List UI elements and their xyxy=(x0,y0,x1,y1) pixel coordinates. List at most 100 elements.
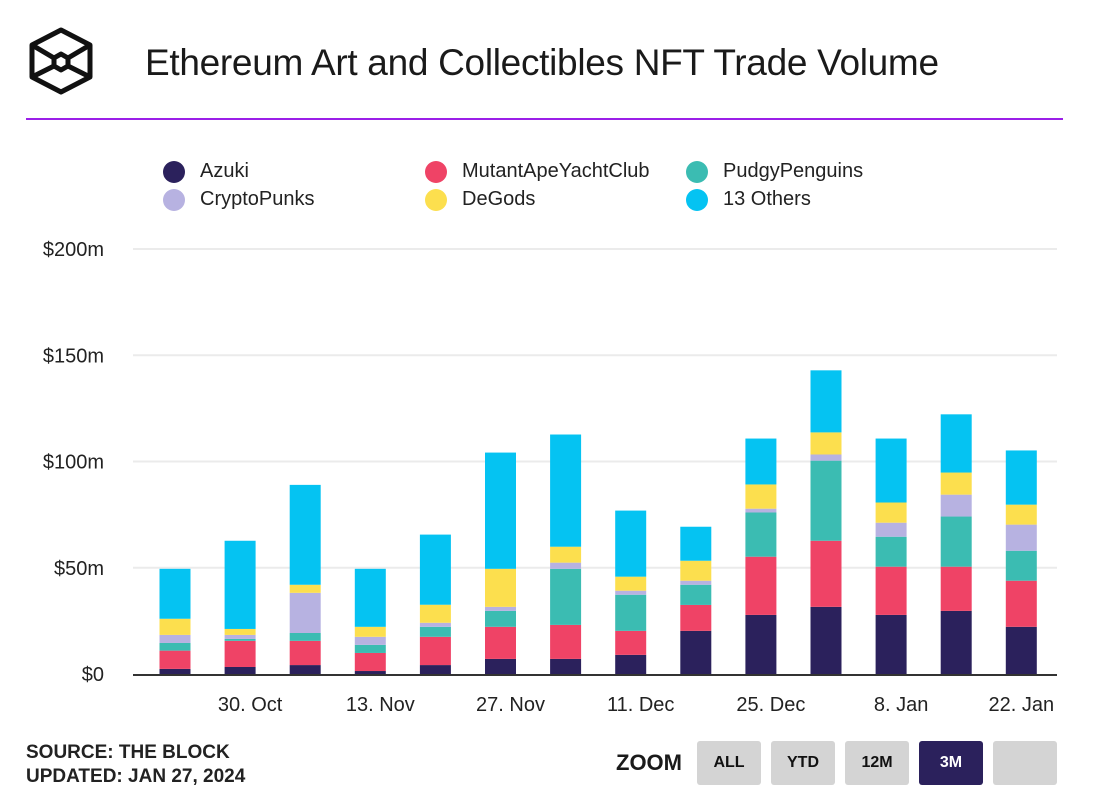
bar-segment-azuki xyxy=(224,666,256,674)
chart-legend: Azuki CryptoPunks MutantApeYachtClub DeGods… xyxy=(163,160,1063,220)
bar-segment-13-others xyxy=(615,510,647,577)
bar-segment-13-others xyxy=(680,526,712,561)
legend-label: 13 Others xyxy=(723,188,811,210)
bar-segment-cryptopunks xyxy=(354,636,386,645)
bar-segment-mutantapeyachtclub xyxy=(1005,580,1037,627)
bar-segment-azuki xyxy=(419,665,451,674)
bar-segment-degods xyxy=(810,432,842,455)
bar-segment-pudgypenguins xyxy=(615,594,647,631)
bar-segment-13-others xyxy=(875,438,907,503)
y-tick-label: $0 xyxy=(82,664,104,686)
bar-segment-cryptopunks xyxy=(550,562,582,569)
legend-item[interactable]: 13 Others xyxy=(686,188,811,211)
bar-segment-pudgypenguins xyxy=(354,644,386,653)
bar-segment-degods xyxy=(550,546,582,563)
legend-swatch-icon xyxy=(163,188,185,211)
bar-segment-13-others xyxy=(940,414,972,473)
bar-segment-mutantapeyachtclub xyxy=(940,566,972,611)
bar-segment-mutantapeyachtclub xyxy=(810,540,842,607)
legend-label: DeGods xyxy=(462,188,536,210)
bar-segment-cryptopunks xyxy=(419,622,451,627)
zoom-ytd-button[interactable]: YTD xyxy=(771,741,835,785)
bar-segment-degods xyxy=(354,626,386,637)
zoom-all-button[interactable]: ALL xyxy=(697,741,761,785)
bar-segment-mutantapeyachtclub xyxy=(615,630,647,655)
bar-segment-azuki xyxy=(745,614,777,674)
legend-swatch-icon xyxy=(686,188,708,211)
bar-segment-13-others xyxy=(159,568,191,619)
legend-swatch-icon xyxy=(425,160,447,183)
bar-segment-mutantapeyachtclub xyxy=(550,624,582,659)
bar-segment-cryptopunks xyxy=(745,508,777,513)
bar-segment-pudgypenguins xyxy=(940,516,972,567)
source-text: SOURCE: THE BLOCK xyxy=(26,742,230,763)
bar-segment-degods xyxy=(745,484,777,509)
bar-segment-13-others xyxy=(419,534,451,605)
x-tick-label: 22. Jan xyxy=(988,694,1054,716)
bar-segment-mutantapeyachtclub xyxy=(875,566,907,615)
legend-label: PudgyPenguins xyxy=(723,160,864,182)
source-note: SOURCE: THE BLOCK UPDATED: JAN 27, 2024 xyxy=(26,741,245,789)
bar-segment-azuki xyxy=(289,665,321,674)
bar-segment-degods xyxy=(224,628,256,635)
x-tick-label: 30. Oct xyxy=(218,694,283,716)
legend-item[interactable]: PudgyPenguins xyxy=(686,160,863,183)
bar-segment-13-others xyxy=(289,484,321,585)
bar-segment-azuki xyxy=(1005,626,1037,674)
legend-item[interactable]: Azuki xyxy=(163,160,249,183)
bar-segment-azuki xyxy=(615,654,647,674)
bar-segment-pudgypenguins xyxy=(289,632,321,641)
zoom-custom-button[interactable] xyxy=(993,741,1057,785)
bar-segment-azuki xyxy=(159,668,191,674)
bar-segment-degods xyxy=(940,472,972,495)
x-tick-label: 13. Nov xyxy=(346,694,415,716)
legend-swatch-icon xyxy=(425,188,447,211)
bar-segment-pudgypenguins xyxy=(1005,550,1037,581)
bar-segment-pudgypenguins xyxy=(419,626,451,637)
bar-segment-13-others xyxy=(485,452,516,569)
bar-segment-degods xyxy=(615,576,647,591)
x-tick-label: 8. Jan xyxy=(874,694,928,716)
bar-segment-cryptopunks xyxy=(615,590,647,595)
bar-segment-azuki xyxy=(354,671,386,674)
legend-item[interactable]: CryptoPunks xyxy=(163,188,315,211)
legend-item[interactable]: DeGods xyxy=(425,188,535,211)
y-tick-label: $100m xyxy=(43,452,104,474)
bar-segment-13-others xyxy=(354,568,386,627)
bar-segment-mutantapeyachtclub xyxy=(419,636,451,666)
bar-segment-cryptopunks xyxy=(289,592,321,633)
zoom-3m-button[interactable]: 3M xyxy=(919,741,983,785)
bar-segment-degods xyxy=(875,502,907,523)
legend-label: MutantApeYachtClub xyxy=(462,160,650,182)
zoom-12m-button[interactable]: 12M xyxy=(845,741,909,785)
legend-label: Azuki xyxy=(200,160,249,182)
y-tick-label: $150m xyxy=(43,345,104,367)
bar-segment-13-others xyxy=(1005,450,1037,505)
bar-segment-mutantapeyachtclub xyxy=(680,604,712,631)
bar-segment-azuki xyxy=(875,614,907,674)
bar-segment-mutantapeyachtclub xyxy=(289,640,321,666)
zoom-label: ZOOM xyxy=(616,750,682,775)
y-tick-label: $200m xyxy=(43,239,104,261)
bar-segment-pudgypenguins xyxy=(550,568,582,625)
legend-label: CryptoPunks xyxy=(200,188,315,210)
bar-segment-mutantapeyachtclub xyxy=(485,626,516,659)
bar-segment-mutantapeyachtclub xyxy=(745,556,777,615)
bar-segment-pudgypenguins xyxy=(745,512,777,557)
bar-segment-cryptopunks xyxy=(159,634,191,643)
bar-segment-cryptopunks xyxy=(940,494,972,517)
bar-segment-13-others xyxy=(810,370,842,433)
bar-segment-13-others xyxy=(550,434,582,547)
updated-text: UPDATED: JAN 27, 2024 xyxy=(26,766,246,787)
bar-segment-pudgypenguins xyxy=(810,460,842,541)
legend-item[interactable]: MutantApeYachtClub xyxy=(425,160,650,183)
bar-segment-cryptopunks xyxy=(224,634,256,639)
bar-segment-degods xyxy=(485,568,516,607)
bar-segment-cryptopunks xyxy=(680,580,712,585)
x-tick-label: 11. Dec xyxy=(607,694,674,716)
bar-segment-pudgypenguins xyxy=(875,536,907,567)
bar-segment-pudgypenguins xyxy=(485,610,516,627)
bar-segment-13-others xyxy=(224,540,256,629)
bar-segment-cryptopunks xyxy=(810,454,842,461)
